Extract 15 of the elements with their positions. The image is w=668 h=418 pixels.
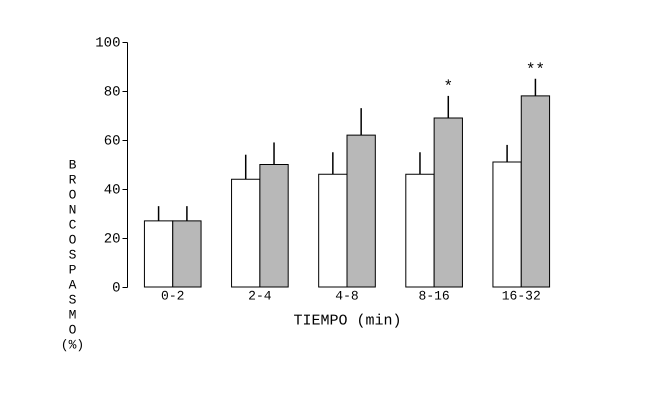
y-tick-label: 80 bbox=[104, 84, 120, 100]
x-tick-label: 2-4 bbox=[248, 288, 272, 304]
annotation: ** bbox=[526, 60, 546, 79]
text: BRONCOSPASMO (%) bbox=[60, 158, 84, 352]
x-tick-label: 8-16 bbox=[418, 288, 450, 304]
x-axis-title: TIEMPO (min) bbox=[293, 312, 402, 330]
x-tick-label: 16-32 bbox=[502, 288, 541, 304]
x-tick-label: 0-2 bbox=[161, 288, 184, 304]
y-tick-label: 0 bbox=[112, 280, 120, 296]
y-tick-label: 100 bbox=[95, 36, 120, 52]
annotation: * bbox=[443, 78, 454, 96]
y-tick-label: 60 bbox=[104, 134, 120, 150]
y-tick-label: 40 bbox=[104, 182, 120, 198]
y-tick-label: 20 bbox=[104, 232, 120, 248]
x-tick-label: 4-8 bbox=[335, 288, 359, 304]
